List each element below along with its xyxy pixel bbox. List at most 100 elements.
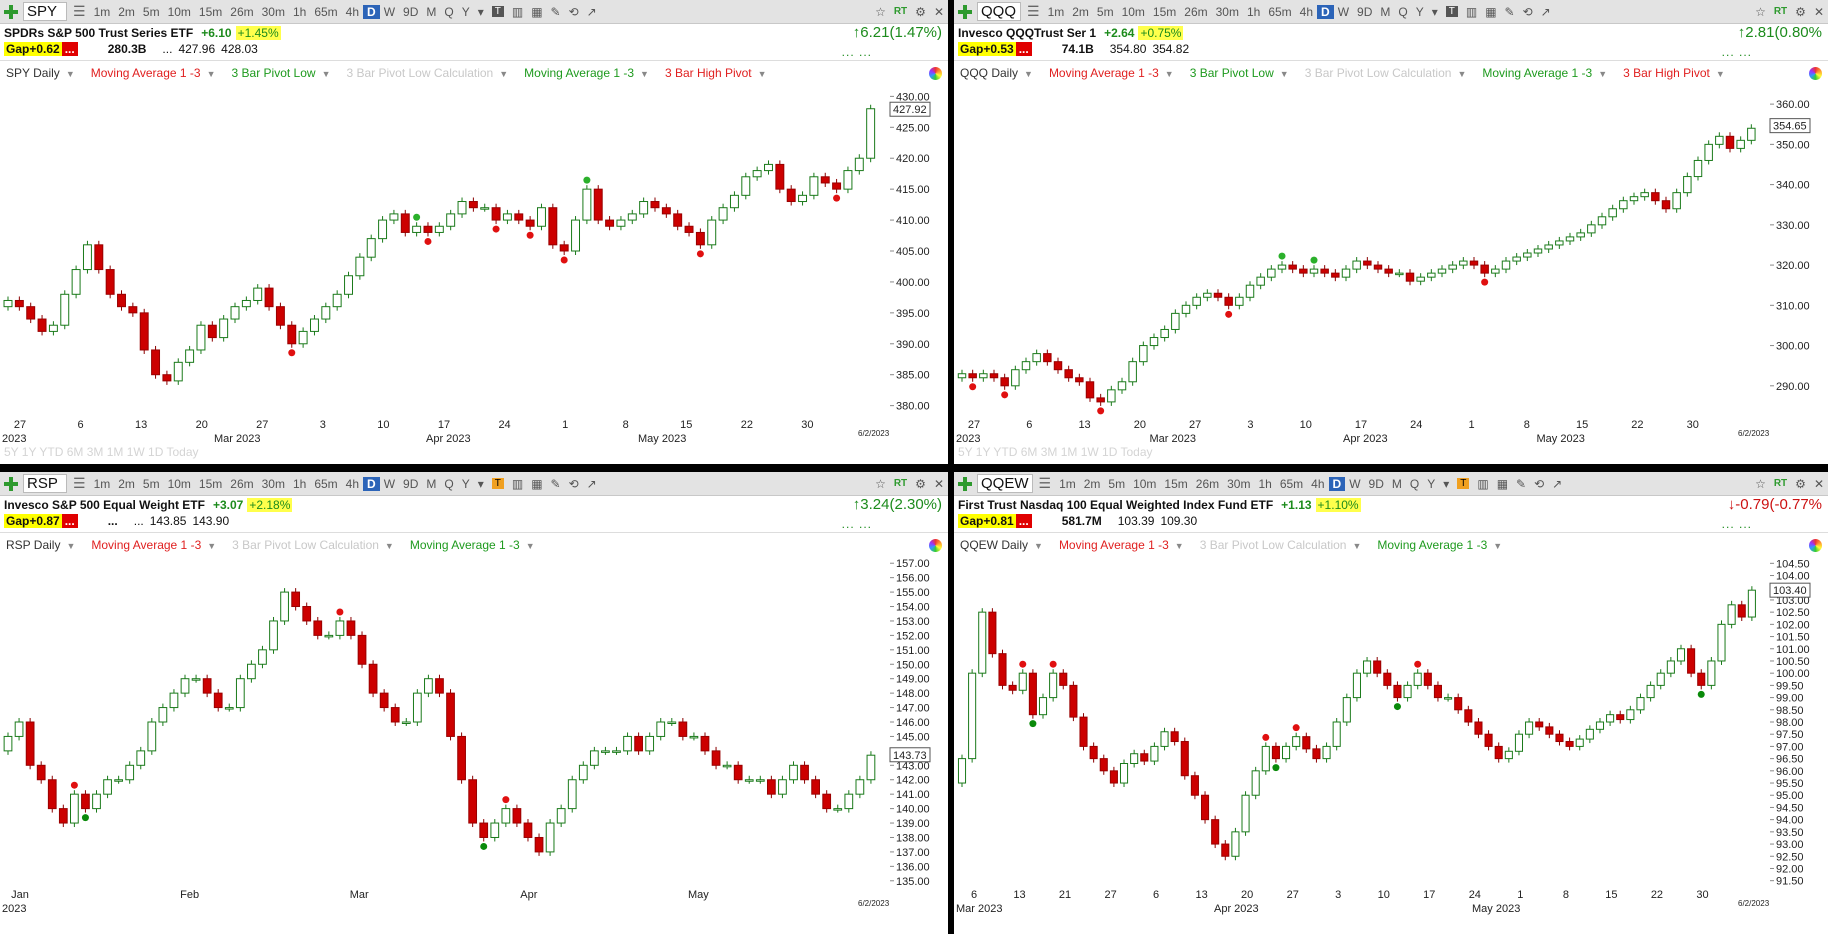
timeframe-26m[interactable]: 26m bbox=[1184, 4, 1208, 19]
realtime-icon[interactable]: RT bbox=[893, 478, 908, 489]
menu-icon[interactable]: ☰ bbox=[73, 3, 86, 19]
indicator-label[interactable]: 3 Bar Pivot Low Calculation bbox=[346, 66, 494, 80]
timeframe-30m[interactable]: 30m bbox=[1215, 4, 1239, 19]
timeframe-10m[interactable]: 10m bbox=[1121, 4, 1145, 19]
color-palette-icon[interactable] bbox=[929, 67, 942, 80]
timeframe-4h[interactable]: 4h bbox=[345, 476, 360, 491]
timeframe-2m[interactable]: 2m bbox=[1083, 476, 1101, 491]
timeframe-D[interactable]: D bbox=[363, 476, 380, 491]
settings-icon[interactable]: ⚙ bbox=[1795, 476, 1806, 491]
indicator-label[interactable]: 3 Bar Pivot Low Calculation bbox=[1199, 538, 1347, 552]
menu-icon[interactable]: ☰ bbox=[73, 475, 86, 491]
chart-label-dropdown-icon[interactable]: ▼ bbox=[1034, 541, 1043, 551]
timeframe-9D[interactable]: 9D bbox=[1368, 476, 1384, 491]
indicator-dropdown-icon[interactable]: ▼ bbox=[384, 541, 394, 551]
pencil-icon[interactable]: ✎ bbox=[1504, 4, 1515, 19]
indicator-dropdown-icon[interactable]: ▼ bbox=[1457, 69, 1467, 79]
bar-chart-icon[interactable]: ▥ bbox=[511, 4, 524, 19]
timeframe-W[interactable]: W bbox=[1337, 4, 1350, 19]
gap-more-button[interactable]: ... bbox=[61, 514, 78, 528]
timeframe-1m[interactable]: 1m bbox=[1047, 4, 1065, 19]
indicator-label[interactable]: Moving Average 1 -3 bbox=[1048, 66, 1159, 80]
timeframe-30m[interactable]: 30m bbox=[261, 4, 285, 19]
menu-icon[interactable]: ☰ bbox=[1038, 475, 1052, 491]
indicator-dropdown-icon[interactable]: ▼ bbox=[757, 69, 767, 79]
symbol-input[interactable]: QQEW bbox=[977, 474, 1033, 493]
timeframe-9D[interactable]: 9D bbox=[403, 476, 419, 491]
gap-more-button[interactable]: ... bbox=[1015, 514, 1032, 528]
realtime-icon[interactable]: RT bbox=[1773, 6, 1788, 17]
favorite-star-icon[interactable]: ☆ bbox=[875, 476, 886, 491]
bar-chart-icon[interactable]: ▥ bbox=[1477, 476, 1489, 491]
timeframe-W[interactable]: W bbox=[383, 4, 396, 19]
pencil-icon[interactable]: ✎ bbox=[550, 4, 561, 19]
timeframe-dropdown-icon[interactable]: ▾ bbox=[1431, 4, 1438, 19]
timeframe-1m[interactable]: 1m bbox=[93, 4, 111, 19]
indicator-label[interactable]: 3 Bar High Pivot bbox=[1623, 66, 1710, 80]
realtime-icon[interactable]: RT bbox=[1773, 478, 1788, 489]
timeframe-26m[interactable]: 26m bbox=[1195, 476, 1220, 491]
link-icon[interactable]: ⟲ bbox=[568, 4, 579, 19]
drawing-grid-icon[interactable]: ▦ bbox=[1496, 476, 1509, 491]
indicator-dropdown-icon[interactable]: ▼ bbox=[1279, 69, 1289, 79]
timeframe-5m[interactable]: 5m bbox=[142, 476, 160, 491]
timeframe-65m[interactable]: 65m bbox=[314, 476, 338, 491]
chart-label[interactable]: QQEW Daily bbox=[960, 538, 1029, 552]
chart-label[interactable]: QQQ Daily bbox=[960, 66, 1019, 80]
timeframe-26m[interactable]: 26m bbox=[230, 4, 254, 19]
timeframe-4h[interactable]: 4h bbox=[1311, 476, 1325, 491]
indicator-label[interactable]: Moving Average 1 -3 bbox=[90, 66, 201, 80]
timeframe-dropdown-icon[interactable]: ▾ bbox=[1443, 476, 1450, 491]
timeframe-M[interactable]: M bbox=[426, 4, 437, 19]
timeframe-Y[interactable]: Y bbox=[461, 476, 470, 491]
indicator-dropdown-icon[interactable]: ▼ bbox=[525, 541, 535, 551]
menu-icon[interactable]: ☰ bbox=[1027, 3, 1040, 19]
timeframe-1m[interactable]: 1m bbox=[1059, 476, 1076, 491]
timeframe-M[interactable]: M bbox=[1391, 476, 1402, 491]
text-tool-icon[interactable]: T bbox=[1457, 478, 1470, 489]
timeframe-4h[interactable]: 4h bbox=[1299, 4, 1314, 19]
indicator-dropdown-icon[interactable]: ▼ bbox=[206, 69, 216, 79]
timeframe-4h[interactable]: 4h bbox=[345, 4, 360, 19]
drawing-grid-icon[interactable]: ▦ bbox=[531, 476, 543, 491]
timeframe-1m[interactable]: 1m bbox=[93, 476, 111, 491]
indicator-dropdown-icon[interactable]: ▼ bbox=[207, 541, 217, 551]
timeframe-5m[interactable]: 5m bbox=[1108, 476, 1126, 491]
symbol-input[interactable]: RSP bbox=[23, 474, 67, 493]
timeframe-Y[interactable]: Y bbox=[1415, 4, 1424, 19]
timeframe-15m[interactable]: 15m bbox=[198, 4, 223, 19]
symbol-input[interactable]: QQQ bbox=[977, 2, 1021, 21]
link-icon[interactable]: ⟲ bbox=[568, 476, 579, 491]
favorite-star-icon[interactable]: ☆ bbox=[1755, 4, 1766, 19]
indicator-label[interactable]: Moving Average 1 -3 bbox=[1058, 538, 1169, 552]
chart-label[interactable]: SPY Daily bbox=[6, 66, 60, 80]
timeframe-D[interactable]: D bbox=[1328, 476, 1346, 491]
indicator-dropdown-icon[interactable]: ▼ bbox=[1352, 541, 1362, 551]
indicator-label[interactable]: Moving Average 1 -3 bbox=[91, 538, 202, 552]
share-icon[interactable]: ↗ bbox=[1540, 4, 1551, 19]
indicator-dropdown-icon[interactable]: ▼ bbox=[640, 69, 649, 79]
link-icon[interactable]: ⟲ bbox=[1534, 476, 1545, 491]
timeframe-1h[interactable]: 1h bbox=[1246, 4, 1261, 19]
timeframe-D[interactable]: D bbox=[1317, 4, 1334, 19]
chart-label-dropdown-icon[interactable]: ▼ bbox=[1024, 69, 1033, 79]
indicator-label[interactable]: 3 Bar High Pivot bbox=[664, 66, 752, 80]
timeframe-Y[interactable]: Y bbox=[1427, 476, 1436, 491]
indicator-label[interactable]: 3 Bar Pivot Low Calculation bbox=[232, 538, 379, 552]
close-icon[interactable]: ✕ bbox=[933, 476, 944, 491]
timeframe-1h[interactable]: 1h bbox=[292, 4, 307, 19]
timeframe-65m[interactable]: 65m bbox=[314, 4, 338, 19]
indicator-label[interactable]: Moving Average 1 -3 bbox=[409, 538, 520, 552]
chart-label[interactable]: RSP Daily bbox=[6, 538, 61, 552]
indicator-label[interactable]: Moving Average 1 -3 bbox=[1482, 66, 1593, 80]
timeframe-10m[interactable]: 10m bbox=[167, 476, 191, 491]
timeframe-2m[interactable]: 2m bbox=[118, 476, 135, 491]
close-icon[interactable]: ✕ bbox=[933, 4, 944, 19]
timeframe-W[interactable]: W bbox=[1349, 476, 1361, 491]
timeframe-15m[interactable]: 15m bbox=[1164, 476, 1188, 491]
symbol-input[interactable]: SPY bbox=[23, 2, 67, 21]
indicator-label[interactable]: 3 Bar Pivot Low Calculation bbox=[1304, 66, 1452, 80]
drawing-grid-icon[interactable]: ▦ bbox=[531, 4, 543, 19]
timeframe-10m[interactable]: 10m bbox=[1133, 476, 1157, 491]
color-palette-icon[interactable] bbox=[1809, 539, 1822, 552]
